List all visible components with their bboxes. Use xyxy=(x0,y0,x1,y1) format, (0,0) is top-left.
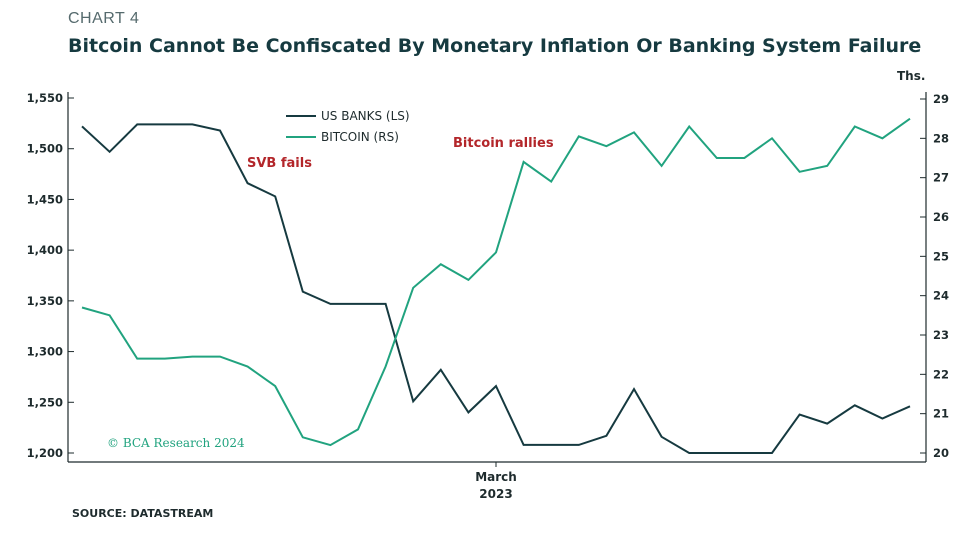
x-axis-label-month: March xyxy=(475,470,517,484)
right-tick-label: 27 xyxy=(933,171,949,185)
left-tick-label: 1,550 xyxy=(27,91,63,105)
right-tick-label: 20 xyxy=(933,446,949,460)
annotation-svb-fails: SVB fails xyxy=(247,156,312,171)
left-tick-label: 1,200 xyxy=(27,446,63,460)
axes xyxy=(67,92,927,467)
right-tick-label: 28 xyxy=(933,131,949,145)
right-tick-label: 22 xyxy=(933,367,949,381)
left-tick-label: 1,250 xyxy=(27,395,63,409)
series-layer xyxy=(81,117,911,454)
series-line-us-banks xyxy=(81,123,911,454)
left-tick-label: 1,350 xyxy=(27,294,63,308)
right-tick-label: 23 xyxy=(933,328,949,342)
source-note: SOURCE: DATASTREAM xyxy=(72,507,214,520)
chart-title: Bitcoin Cannot Be Confiscated By Monetar… xyxy=(68,35,922,57)
bca-watermark: © BCA Research 2024 xyxy=(107,436,245,450)
right-tick-label: 25 xyxy=(933,249,949,263)
chart-number: CHART 4 xyxy=(68,10,140,27)
left-tick-label: 1,450 xyxy=(27,192,63,206)
right-axis-ticks: 20 21 22 23 24 25 26 27 28 29 xyxy=(920,92,949,460)
legend-label-us-banks: US BANKS (LS) xyxy=(321,109,410,123)
x-axis-label-year: 2023 xyxy=(479,487,512,501)
right-tick-label: 24 xyxy=(933,289,949,303)
left-axis-ticks: 1,200 1,250 1,300 1,350 1,400 1,450 1,500 1,550 xyxy=(27,91,74,460)
right-tick-label: 21 xyxy=(933,407,949,421)
right-tick-label: 26 xyxy=(933,210,949,224)
annotation-bitcoin-rallies: Bitcoin rallies xyxy=(453,136,554,151)
right-axis-unit: Ths. xyxy=(897,69,925,83)
series-line-bitcoin xyxy=(81,117,911,447)
left-tick-label: 1,300 xyxy=(27,345,63,359)
right-tick-label: 29 xyxy=(933,92,949,106)
legend: US BANKS (LS) BITCOIN (RS) xyxy=(286,109,410,144)
legend-label-bitcoin: BITCOIN (RS) xyxy=(321,130,399,144)
left-tick-label: 1,400 xyxy=(27,243,63,257)
left-tick-label: 1,500 xyxy=(27,142,63,156)
